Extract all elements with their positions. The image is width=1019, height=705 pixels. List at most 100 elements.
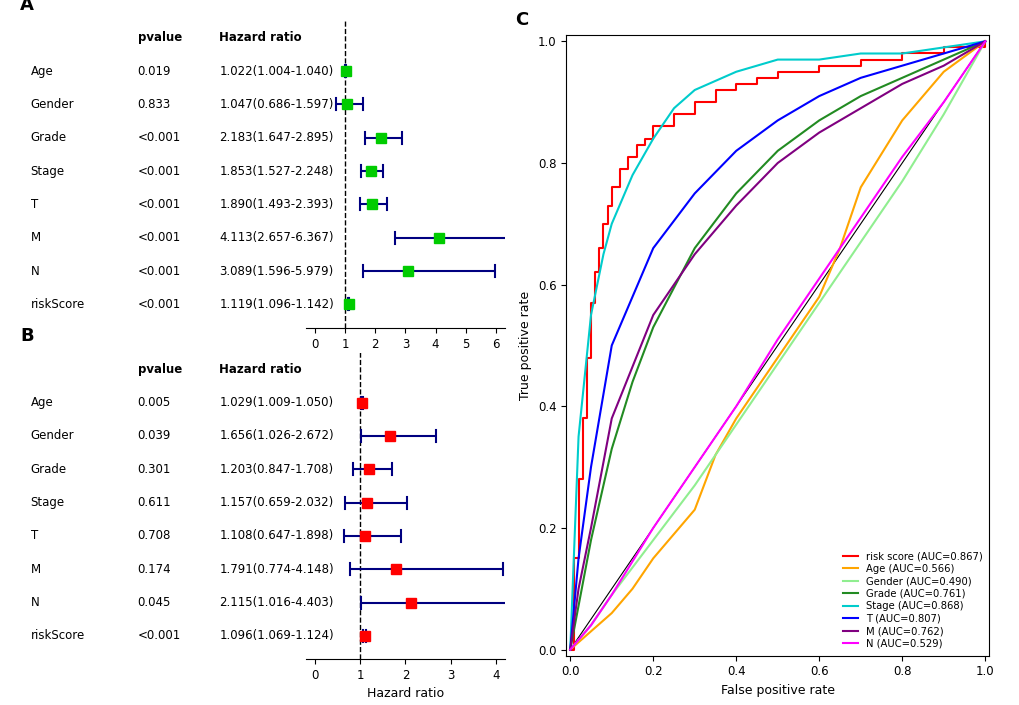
- Age (AUC=0.566): [730, 415, 742, 423]
- Stage (AUC=0.868): [936, 43, 949, 51]
- risk score (AUC=0.867): [605, 183, 618, 192]
- T (AUC=0.807): [896, 61, 908, 70]
- Gender (AUC=0.490): [688, 481, 700, 489]
- T (AUC=0.807): [646, 244, 658, 252]
- risk score (AUC=0.867): [584, 299, 596, 307]
- M (AUC=0.762): [564, 645, 576, 654]
- Text: Stage: Stage: [31, 496, 64, 509]
- Stage (AUC=0.868): [812, 56, 824, 64]
- Text: pvalue: pvalue: [138, 31, 181, 44]
- N (AUC=0.529): [730, 402, 742, 410]
- Text: pvalue: pvalue: [138, 362, 181, 376]
- Text: <0.001: <0.001: [138, 298, 180, 311]
- Stage (AUC=0.868): [730, 68, 742, 76]
- Stage (AUC=0.868): [688, 86, 700, 94]
- Text: 1.157(0.659-2.032): 1.157(0.659-2.032): [219, 496, 333, 509]
- Age (AUC=0.566): [646, 554, 658, 563]
- Grade (AUC=0.761): [730, 189, 742, 197]
- Text: 1.853(1.527-2.248): 1.853(1.527-2.248): [219, 165, 333, 178]
- M (AUC=0.762): [978, 37, 990, 46]
- Text: Gender: Gender: [31, 98, 74, 111]
- Text: riskScore: riskScore: [31, 298, 85, 311]
- Grade (AUC=0.761): [626, 378, 638, 386]
- Text: 1.108(0.647-1.898): 1.108(0.647-1.898): [219, 529, 333, 542]
- T (AUC=0.807): [730, 147, 742, 155]
- Text: B: B: [20, 327, 34, 345]
- X-axis label: Hazard ratio: Hazard ratio: [367, 356, 443, 369]
- M (AUC=0.762): [812, 128, 824, 137]
- Gender (AUC=0.490): [605, 591, 618, 599]
- Text: M: M: [31, 563, 41, 576]
- N (AUC=0.529): [646, 524, 658, 532]
- Text: Hazard ratio: Hazard ratio: [219, 31, 302, 44]
- N (AUC=0.529): [854, 214, 866, 222]
- Line: Age (AUC=0.566): Age (AUC=0.566): [570, 42, 984, 649]
- T (AUC=0.807): [812, 92, 824, 100]
- T (AUC=0.807): [936, 49, 949, 58]
- Gender (AUC=0.490): [584, 621, 596, 630]
- M (AUC=0.762): [730, 202, 742, 210]
- risk score (AUC=0.867): [854, 56, 866, 64]
- N (AUC=0.529): [896, 153, 908, 161]
- M (AUC=0.762): [854, 104, 866, 113]
- Text: Stage: Stage: [31, 165, 64, 178]
- N (AUC=0.529): [605, 591, 618, 599]
- Grade (AUC=0.761): [854, 92, 866, 100]
- Age (AUC=0.566): [896, 116, 908, 125]
- Age (AUC=0.566): [667, 529, 680, 538]
- Text: 0.301: 0.301: [138, 462, 171, 476]
- Gender (AUC=0.490): [564, 645, 576, 654]
- Age (AUC=0.566): [708, 450, 720, 459]
- Line: T (AUC=0.807): T (AUC=0.807): [570, 42, 984, 649]
- Gender (AUC=0.490): [812, 299, 824, 307]
- Grade (AUC=0.761): [978, 37, 990, 46]
- N (AUC=0.529): [771, 335, 784, 343]
- risk score (AUC=0.867): [978, 43, 990, 51]
- T (AUC=0.807): [564, 645, 576, 654]
- Gender (AUC=0.490): [936, 110, 949, 118]
- Gender (AUC=0.490): [896, 177, 908, 185]
- T (AUC=0.807): [605, 341, 618, 350]
- M (AUC=0.762): [771, 159, 784, 167]
- Text: 0.708: 0.708: [138, 529, 171, 542]
- Text: 0.005: 0.005: [138, 396, 171, 409]
- Grade (AUC=0.761): [896, 73, 908, 82]
- Text: N: N: [31, 596, 40, 609]
- Age (AUC=0.566): [978, 37, 990, 46]
- Line: risk score (AUC=0.867): risk score (AUC=0.867): [570, 42, 984, 649]
- Stage (AUC=0.868): [584, 311, 596, 319]
- Stage (AUC=0.868): [564, 645, 576, 654]
- Text: 2.183(1.647-2.895): 2.183(1.647-2.895): [219, 131, 333, 145]
- M (AUC=0.762): [936, 61, 949, 70]
- Grade (AUC=0.761): [812, 116, 824, 125]
- Grade (AUC=0.761): [936, 56, 949, 64]
- Text: 1.119(1.096-1.142): 1.119(1.096-1.142): [219, 298, 334, 311]
- Gender (AUC=0.490): [646, 536, 658, 544]
- Stage (AUC=0.868): [572, 432, 584, 441]
- Text: M: M: [31, 231, 41, 245]
- Age (AUC=0.566): [626, 584, 638, 593]
- Grade (AUC=0.761): [688, 244, 700, 252]
- Gender (AUC=0.490): [978, 37, 990, 46]
- Gender (AUC=0.490): [771, 360, 784, 368]
- Gender (AUC=0.490): [854, 238, 866, 246]
- risk score (AUC=0.867): [564, 645, 576, 654]
- Stage (AUC=0.868): [854, 49, 866, 58]
- risk score (AUC=0.867): [978, 37, 990, 46]
- Text: Grade: Grade: [31, 131, 66, 145]
- M (AUC=0.762): [605, 415, 618, 423]
- N (AUC=0.529): [936, 98, 949, 106]
- Text: <0.001: <0.001: [138, 630, 180, 642]
- Text: 0.833: 0.833: [138, 98, 171, 111]
- T (AUC=0.807): [771, 116, 784, 125]
- Grade (AUC=0.761): [584, 536, 596, 544]
- N (AUC=0.529): [812, 274, 824, 283]
- Text: 0.039: 0.039: [138, 429, 171, 442]
- N (AUC=0.529): [584, 621, 596, 630]
- Text: 2.115(1.016-4.403): 2.115(1.016-4.403): [219, 596, 333, 609]
- Text: <0.001: <0.001: [138, 131, 180, 145]
- Stage (AUC=0.868): [667, 104, 680, 113]
- M (AUC=0.762): [584, 524, 596, 532]
- Age (AUC=0.566): [936, 68, 949, 76]
- Text: 1.029(1.009-1.050): 1.029(1.009-1.050): [219, 396, 333, 409]
